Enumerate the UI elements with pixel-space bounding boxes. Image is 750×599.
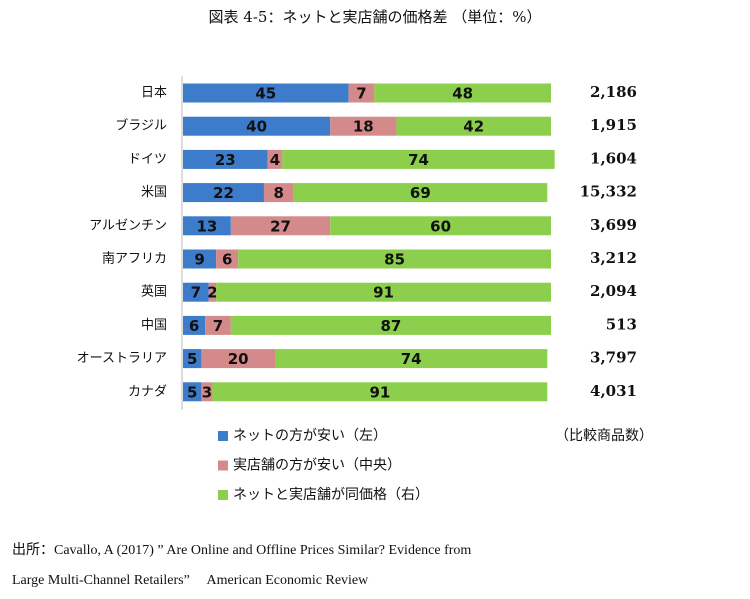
bar-segment bbox=[282, 149, 555, 169]
count-label: 1,604 bbox=[590, 149, 637, 167]
count-label: 3,699 bbox=[590, 216, 637, 234]
data-label: 22 bbox=[213, 184, 234, 202]
count-label: 3,797 bbox=[590, 349, 637, 367]
data-label: 74 bbox=[401, 350, 422, 368]
data-label: 48 bbox=[452, 85, 473, 103]
count-label: 4,031 bbox=[590, 382, 637, 400]
data-label: 6 bbox=[222, 251, 232, 269]
data-label: 74 bbox=[408, 151, 429, 169]
bar-segment bbox=[208, 282, 217, 302]
data-label: 6 bbox=[189, 317, 199, 335]
bar-segment bbox=[230, 315, 551, 335]
bar-segment bbox=[212, 382, 548, 402]
bar-segment bbox=[330, 216, 551, 236]
source-note: Large Multi-Channel Retailers” American … bbox=[12, 573, 369, 588]
data-label: 60 bbox=[430, 217, 451, 235]
category-label: 中国 bbox=[141, 318, 167, 333]
bar-segment bbox=[396, 116, 551, 136]
legend-marker bbox=[218, 460, 228, 471]
bar-segment bbox=[183, 249, 217, 269]
category-label: オーストラリア bbox=[77, 351, 167, 366]
data-label: 5 bbox=[187, 383, 197, 401]
data-label: 8 bbox=[273, 184, 283, 202]
legend-marker bbox=[218, 490, 228, 500]
data-label: 85 bbox=[384, 251, 405, 269]
data-label: 7 bbox=[356, 85, 366, 103]
source-note: 出所：Cavallo, A (2017) ” Are Online and Of… bbox=[12, 542, 471, 558]
category-label: アルゼンチン bbox=[89, 218, 167, 233]
count-label: 3,212 bbox=[590, 249, 637, 267]
bar-segment bbox=[183, 149, 268, 169]
bar-segment bbox=[183, 116, 331, 136]
data-label: 45 bbox=[255, 85, 276, 103]
count-label: 15,332 bbox=[580, 183, 637, 201]
bar-segment bbox=[330, 116, 397, 136]
bar-segment bbox=[374, 83, 551, 103]
data-label: 2 bbox=[207, 284, 217, 302]
chart-title: 図表 4-5：ネットと実店舗の価格差 （単位：%） bbox=[209, 8, 542, 26]
bar-segment bbox=[216, 249, 239, 269]
data-label: 7 bbox=[191, 284, 201, 302]
count-label: 1,915 bbox=[590, 116, 637, 134]
data-label: 5 bbox=[187, 350, 197, 368]
bar-segment bbox=[201, 349, 275, 369]
bar-segment bbox=[183, 315, 206, 335]
bar-segment bbox=[183, 382, 202, 402]
count-header: （比較商品数） bbox=[555, 428, 653, 444]
legend-label: 実店舗の方が安い（中央） bbox=[233, 458, 401, 474]
count-label: 2,186 bbox=[590, 83, 637, 101]
category-label: 英国 bbox=[141, 285, 167, 300]
bar-segment bbox=[183, 183, 264, 203]
count-label: 513 bbox=[606, 315, 637, 333]
data-label: 23 bbox=[215, 151, 236, 169]
data-label: 4 bbox=[270, 151, 280, 169]
legend-label: ネットの方が安い（左） bbox=[233, 428, 387, 444]
count-label: 2,094 bbox=[590, 282, 637, 300]
category-label: 米国 bbox=[141, 185, 167, 200]
bar-segment bbox=[267, 149, 283, 169]
data-label: 3 bbox=[202, 383, 212, 401]
bar-segment bbox=[183, 216, 231, 236]
category-label: ブラジル bbox=[115, 118, 167, 134]
bar-segment bbox=[205, 315, 231, 335]
data-label: 18 bbox=[353, 118, 374, 136]
bar-segment bbox=[183, 349, 202, 369]
data-label: 13 bbox=[196, 217, 217, 235]
bar-segment bbox=[201, 382, 213, 402]
category-label: 日本 bbox=[141, 86, 167, 101]
data-label: 20 bbox=[228, 350, 249, 368]
bar-segment bbox=[263, 183, 294, 203]
category-label: ドイツ bbox=[128, 152, 167, 167]
legend-marker bbox=[218, 431, 228, 441]
bar-segment bbox=[183, 83, 349, 103]
bar-segment bbox=[275, 349, 548, 369]
data-label: 91 bbox=[369, 383, 390, 401]
data-label: 91 bbox=[373, 284, 394, 302]
data-label: 27 bbox=[270, 217, 291, 235]
data-label: 7 bbox=[213, 317, 223, 335]
bar-segment bbox=[348, 83, 375, 103]
bar-segment bbox=[216, 282, 551, 302]
data-label: 87 bbox=[380, 317, 401, 335]
bar-segment bbox=[238, 249, 551, 269]
bar-segment bbox=[183, 282, 209, 302]
data-label: 40 bbox=[246, 118, 267, 136]
legend-label: ネットと実店舗が同価格（右） bbox=[233, 487, 429, 503]
category-label: 南アフリカ bbox=[102, 251, 167, 267]
bar-segment bbox=[293, 183, 548, 203]
data-label: 9 bbox=[194, 251, 204, 269]
bar-segment bbox=[230, 216, 331, 236]
data-label: 69 bbox=[410, 184, 431, 202]
data-label: 42 bbox=[463, 118, 484, 136]
category-label: カナダ bbox=[128, 384, 167, 399]
